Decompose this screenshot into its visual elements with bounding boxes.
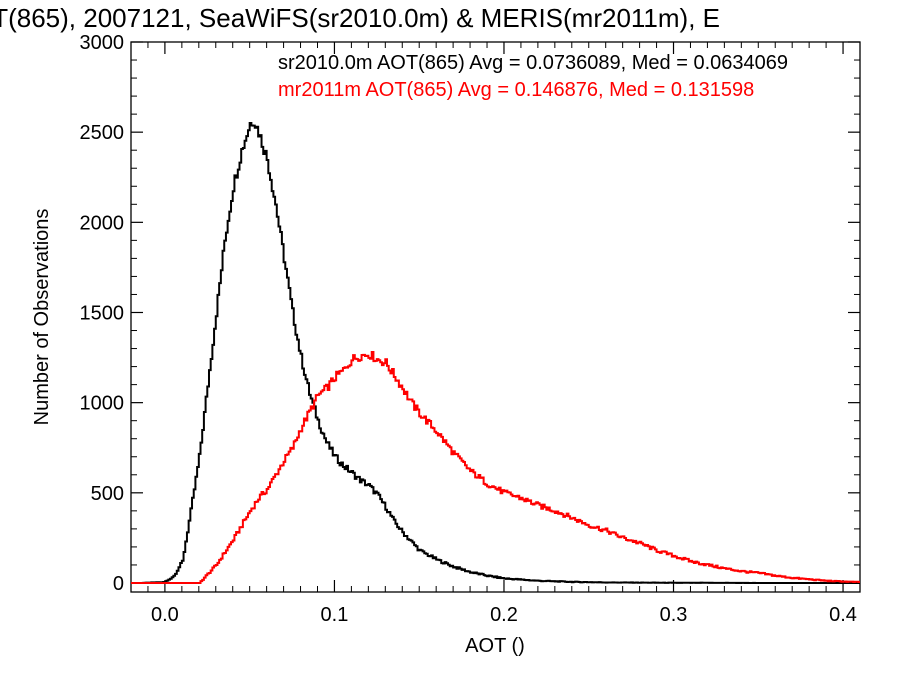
series-sr2010-line [131,122,860,584]
x-tick-label: 0.0 [151,604,179,626]
y-tick-label: 2500 [80,122,125,144]
legend-entry-mr2011: mr2011m AOT(865) Avg = 0.146876, Med = 0… [278,79,754,101]
y-tick-label: 1000 [80,393,125,415]
series-layer [131,122,860,584]
x-tick-label: 0.2 [490,604,518,626]
y-tick-label: 3000 [80,32,125,54]
x-axis-ticks: 0.0 0.1 0.2 0.3 0.4 [147,42,861,626]
y-tick-label: 2000 [80,212,125,234]
y-tick-label: 1500 [80,302,125,324]
y-tick-label: 500 [91,483,124,505]
x-tick-label: 0.1 [321,604,349,626]
y-tick-label: 0 [113,573,124,595]
legend-entry-sr2010: sr2010.0m AOT(865) Avg = 0.0736089, Med … [278,52,788,74]
x-axis-label: AOT () [465,635,525,657]
chart-title: OT(865), 2007121, SeaWiFS(sr2010.0m) & M… [0,3,720,33]
x-tick-label: 0.4 [829,604,857,626]
y-axis-label: Number of Observations [31,209,53,426]
x-tick-label: 0.3 [660,604,688,626]
y-axis-ticks: 0 500 1000 1500 2000 2500 3000 [80,32,860,595]
series-mr2011-line [131,351,860,584]
plot-frame [130,41,861,593]
